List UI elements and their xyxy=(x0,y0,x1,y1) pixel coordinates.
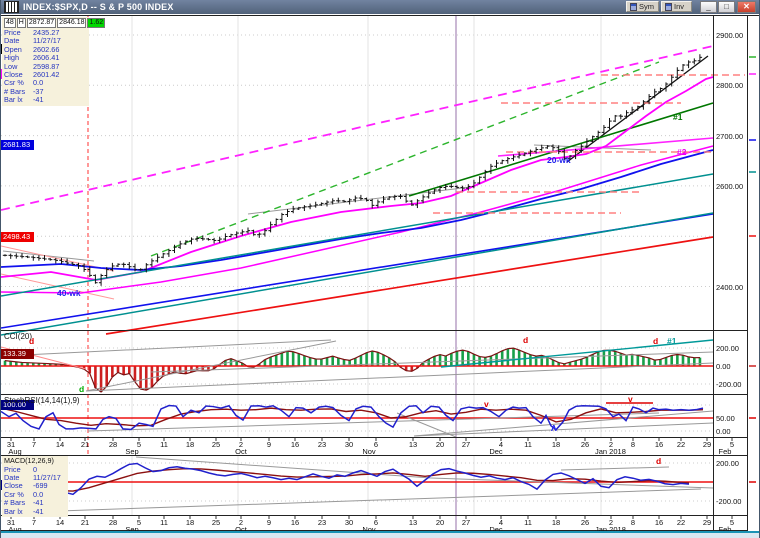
window-bottom-edge xyxy=(1,531,759,538)
info-row: High 2606.41 xyxy=(4,53,60,63)
chart-canvas[interactable] xyxy=(1,14,759,531)
macd-info-box: MACD(12,26,9) Price 0 Date 11/27/17 Close -69… xyxy=(2,456,68,517)
price-info-box: 48 H 2872.87 2846.18 1.62 Price 2435.27 Date 11… xyxy=(2,17,106,106)
info-row: Low 2598.87 xyxy=(4,61,60,71)
info-row: Bar lx -41 xyxy=(4,506,44,516)
quick-value: H xyxy=(16,18,26,28)
info-row: Bar lx -41 xyxy=(4,95,44,105)
window-title: INDEX:$SPX,D -- S & P 500 INDEX xyxy=(23,2,174,12)
maximize-button[interactable]: □ xyxy=(718,1,735,13)
minimize-button[interactable]: _ xyxy=(700,1,717,13)
info-row: Csr % 0.0 xyxy=(4,78,44,88)
info-row: Open 2602.66 xyxy=(4,44,60,54)
macd-label: MACD(12,26,9) xyxy=(4,457,54,465)
info-row: # Bars -41 xyxy=(4,498,44,508)
info-row: Date 11/27/17 xyxy=(4,472,61,482)
sym-button[interactable]: Sym xyxy=(626,1,659,12)
info-row: # Bars -37 xyxy=(4,86,44,96)
chart-icon xyxy=(630,2,637,11)
info-row: Close -699 xyxy=(4,481,48,491)
quick-value: 48 xyxy=(4,18,16,28)
quick-value: 1.62 xyxy=(87,18,106,28)
inv-button[interactable]: Inv xyxy=(661,1,692,12)
quick-value: 2846.18 xyxy=(57,18,87,28)
info-row: Close 2601.42 xyxy=(4,70,60,80)
info-row: Price 2435.27 xyxy=(4,28,60,37)
close-button[interactable]: ✕ xyxy=(737,1,756,13)
info-row: Date 11/27/17 xyxy=(4,36,61,46)
info-row: Csr % 0.0 xyxy=(4,489,44,499)
quick-values-row: 48 H 2872.87 2846.18 1.62 xyxy=(4,18,106,28)
title-bar[interactable]: INDEX:$SPX,D -- S & P 500 INDEX Sym Inv … xyxy=(1,0,759,14)
app-icon xyxy=(4,1,19,13)
quick-value: 2872.87 xyxy=(26,18,57,28)
chart-graphics xyxy=(1,15,759,531)
info-row: Price 0 xyxy=(4,464,38,474)
chart-icon xyxy=(665,2,672,11)
